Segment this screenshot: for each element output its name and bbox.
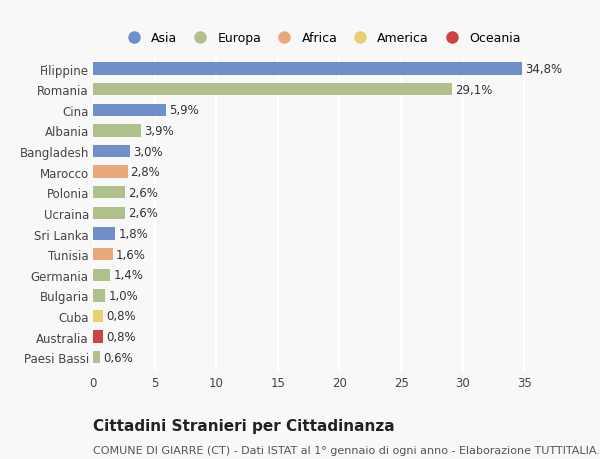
Bar xyxy=(93,228,115,240)
Bar xyxy=(93,146,130,158)
Text: 34,8%: 34,8% xyxy=(525,63,562,76)
Bar xyxy=(93,330,103,343)
Bar xyxy=(93,351,100,364)
Text: 0,8%: 0,8% xyxy=(106,330,136,343)
Text: 0,6%: 0,6% xyxy=(103,351,133,364)
Text: 2,6%: 2,6% xyxy=(128,186,158,199)
Legend: Asia, Europa, Africa, America, Oceania: Asia, Europa, Africa, America, Oceania xyxy=(119,30,523,48)
Text: COMUNE DI GIARRE (CT) - Dati ISTAT al 1° gennaio di ogni anno - Elaborazione TUT: COMUNE DI GIARRE (CT) - Dati ISTAT al 1°… xyxy=(93,445,600,455)
Text: 1,0%: 1,0% xyxy=(109,289,138,302)
Text: 29,1%: 29,1% xyxy=(455,84,492,96)
Bar xyxy=(93,125,141,137)
Bar xyxy=(93,84,452,96)
Bar xyxy=(93,290,106,302)
Text: 2,6%: 2,6% xyxy=(128,207,158,220)
Text: 2,8%: 2,8% xyxy=(131,166,160,179)
Text: 3,9%: 3,9% xyxy=(144,125,174,138)
Text: 5,9%: 5,9% xyxy=(169,104,199,117)
Bar xyxy=(93,187,125,199)
Text: 1,6%: 1,6% xyxy=(116,248,146,261)
Text: Cittadini Stranieri per Cittadinanza: Cittadini Stranieri per Cittadinanza xyxy=(93,418,395,433)
Bar xyxy=(93,166,128,179)
Text: 0,8%: 0,8% xyxy=(106,310,136,323)
Text: 1,4%: 1,4% xyxy=(113,269,143,282)
Bar xyxy=(93,207,125,219)
Bar xyxy=(93,248,113,261)
Bar xyxy=(93,269,110,281)
Bar xyxy=(93,105,166,117)
Text: 3,0%: 3,0% xyxy=(133,145,163,158)
Text: 1,8%: 1,8% xyxy=(118,228,148,241)
Bar xyxy=(93,310,103,322)
Bar xyxy=(93,63,522,76)
